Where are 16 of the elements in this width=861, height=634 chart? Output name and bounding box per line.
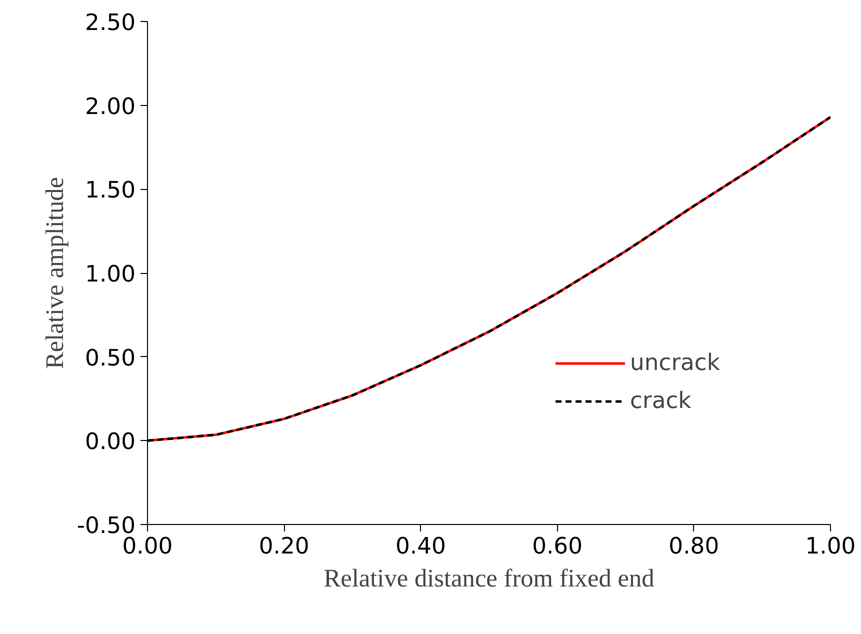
legend-label: crack — [630, 388, 692, 414]
y-tick-label: 2.50 — [85, 10, 136, 36]
y-tick-label: 1.50 — [85, 178, 136, 204]
y-axis-title: Relative amplitude — [40, 176, 69, 370]
x-tick-label: 0.20 — [258, 534, 310, 560]
x-axis-title: Relative distance from fixed end — [324, 564, 655, 592]
legend-label: uncrack — [630, 350, 720, 376]
x-tick-label: 1.00 — [805, 534, 856, 560]
x-tick-label: 0.40 — [395, 534, 446, 560]
x-tick-label: 0.00 — [122, 534, 173, 560]
y-tick-label: 0.00 — [85, 429, 136, 456]
y-tick-label: 1.00 — [85, 262, 136, 288]
y-tick-label: 0.50 — [85, 345, 136, 372]
x-tick-label: 0.60 — [532, 534, 583, 560]
x-tick-label: 0.80 — [668, 534, 720, 560]
y-tick-label: 2.00 — [85, 94, 136, 120]
